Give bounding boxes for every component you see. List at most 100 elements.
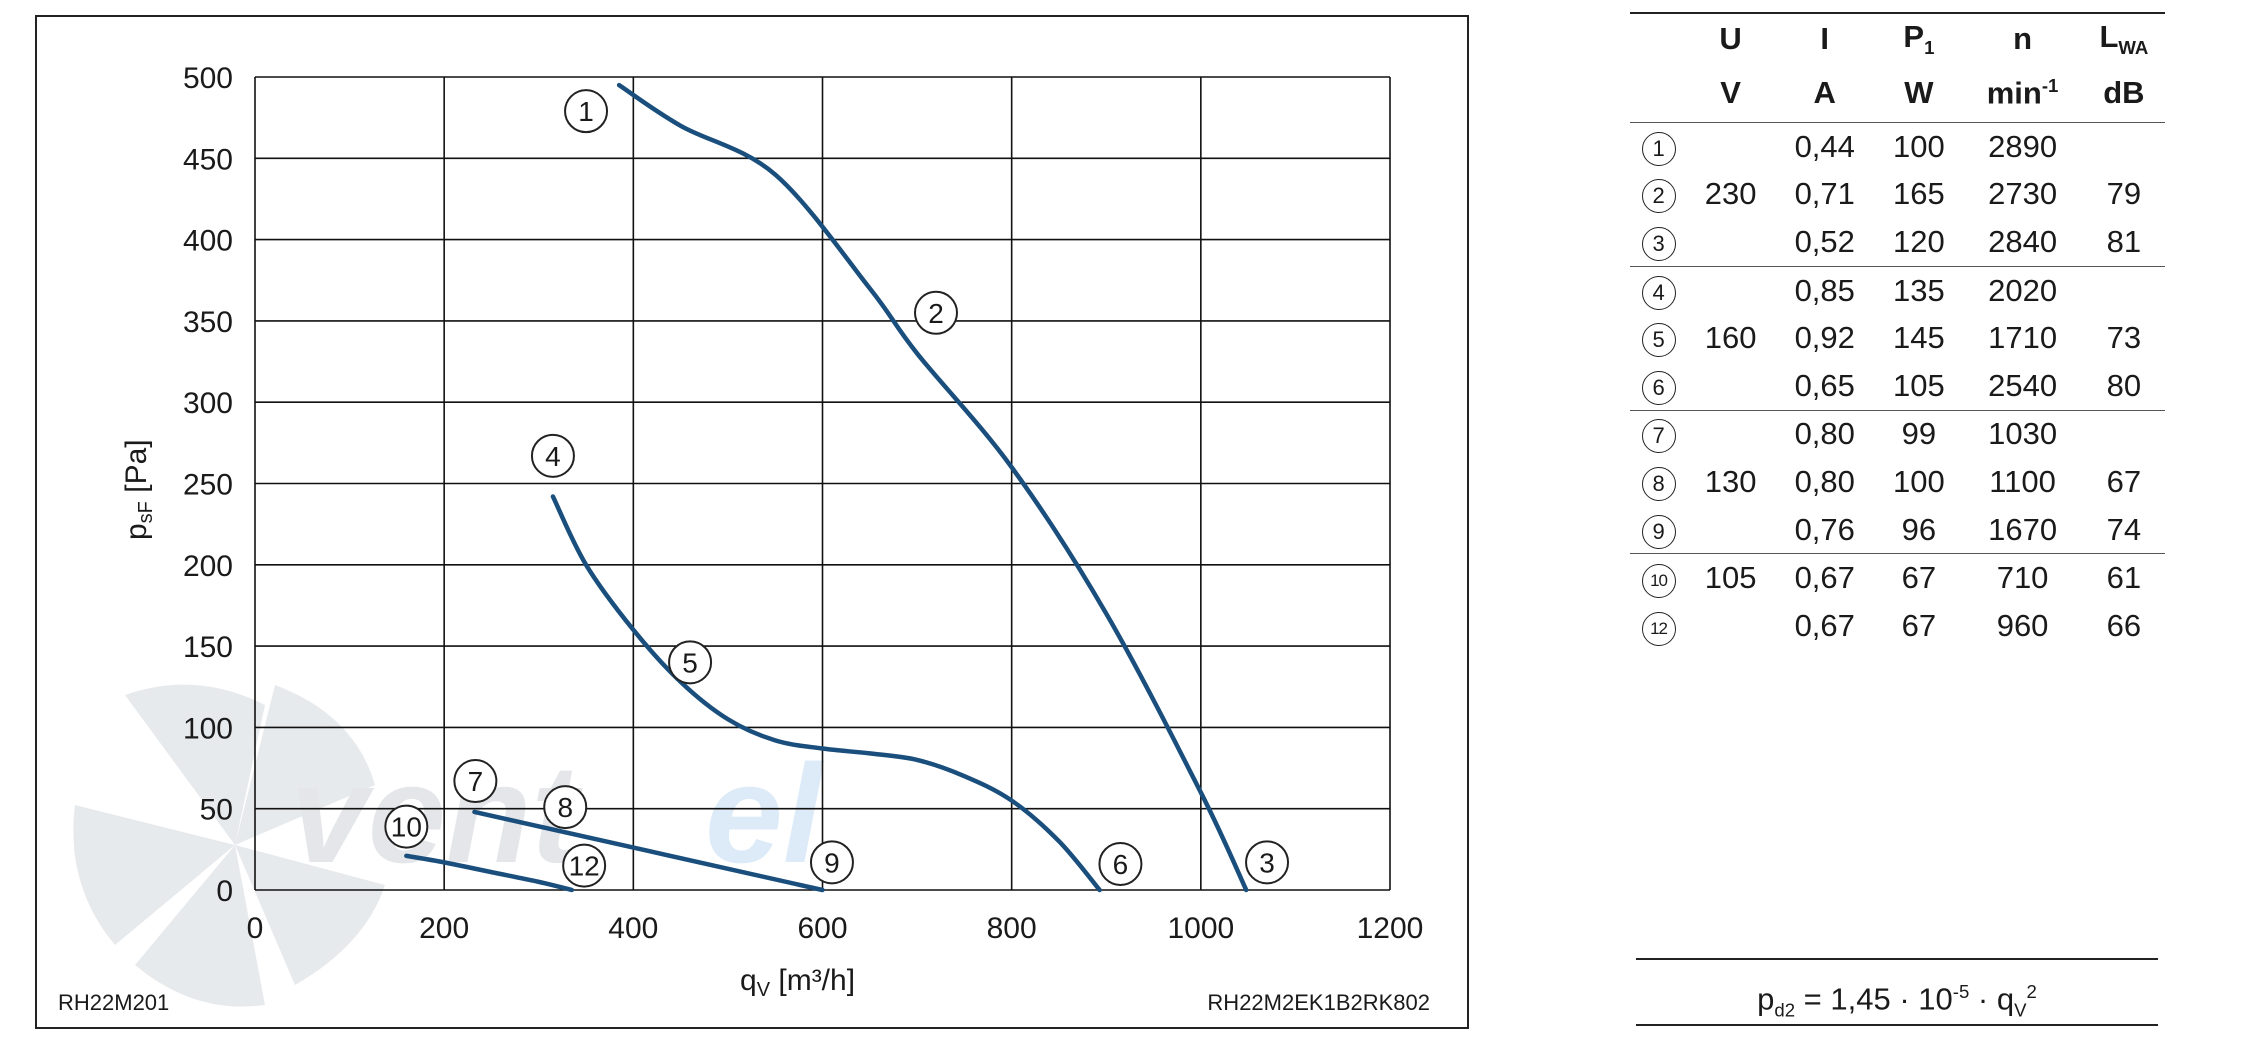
table-unit: dB xyxy=(2082,64,2165,123)
curve-marker-1: 1 xyxy=(564,89,609,134)
table-header: I xyxy=(1774,12,1876,64)
table-cell-noise: 66 xyxy=(2106,607,2142,643)
table-cell-voltage xyxy=(1687,218,1774,266)
table-cell-current: 0,65 xyxy=(1794,367,1855,403)
table-row: 12 0,67 67 960 66 xyxy=(1630,602,2165,650)
table-cell-power: 120 xyxy=(1893,223,1945,259)
x-tick-label: 1200 xyxy=(1357,912,1424,945)
x-tick-label: 600 xyxy=(797,912,847,945)
curve-marker-5: 5 xyxy=(668,640,713,685)
table-row-id: 1 xyxy=(1630,123,1687,171)
table-cell-speed: 1100 xyxy=(1989,463,2056,499)
table-row-id: 4 xyxy=(1630,265,1688,315)
curve-marker-7: 7 xyxy=(453,759,498,804)
table-row: 9 0,76 96 1670 74 xyxy=(1630,506,2165,554)
x-tick-label: 200 xyxy=(419,912,469,945)
curve-marker-3: 3 xyxy=(1245,840,1290,885)
svg-text:1: 1 xyxy=(578,96,594,127)
table-row: 1 0,44 100 2890 xyxy=(1630,123,2165,171)
y-axis-label: psF [Pa] xyxy=(120,439,157,540)
table-row: 8 130 0,80 100 1100 67 xyxy=(1630,458,2165,506)
table-cell-current: 0,92 xyxy=(1794,320,1855,356)
curve-marker-8: 8 xyxy=(543,785,588,830)
dynamic-pressure-formula: pd2 = 1,45 · 10-5 · qV2 xyxy=(1636,958,2158,1026)
table-cell-voltage xyxy=(1687,409,1775,459)
table-cell-power: 99 xyxy=(1875,409,1963,459)
table-cell-voltage: 160 xyxy=(1704,320,1757,356)
y-tick-label: 400 xyxy=(183,225,233,258)
table-row: 7 0,80 99 1030 xyxy=(1630,409,2165,459)
table-cell-noise xyxy=(2082,265,2165,315)
curve-marker-6: 6 xyxy=(1098,841,1143,886)
x-tick-label: 800 xyxy=(987,912,1037,945)
curve-4 xyxy=(404,853,575,893)
table-cell-current: 0,67 xyxy=(1794,607,1855,643)
table-cell-voltage xyxy=(1687,602,1774,650)
y-tick-label: 350 xyxy=(183,306,233,339)
curve-2 xyxy=(550,494,1102,893)
table-cell-current: 0,80 xyxy=(1774,409,1876,459)
table-cell-power: 100 xyxy=(1893,128,1945,164)
x-tick-label: 0 xyxy=(247,912,264,945)
svg-text:vent: vent xyxy=(290,735,583,892)
model-label-right: RH22M2EK1B2RK802 xyxy=(1207,990,1430,1015)
chart-frame xyxy=(35,15,1469,1029)
table-header: LWA xyxy=(2082,12,2165,64)
y-tick-label: 100 xyxy=(183,712,233,745)
y-tick-label: 250 xyxy=(183,469,233,502)
table-unit: V xyxy=(1687,64,1775,123)
table-cell-speed: 1710 xyxy=(1988,320,2058,356)
y-tick-label: 450 xyxy=(183,143,233,176)
svg-text:3: 3 xyxy=(1259,847,1275,878)
table-cell-current: 0,80 xyxy=(1794,463,1855,499)
table-cell-current: 0,52 xyxy=(1794,223,1855,259)
table-cell-current: 0,44 xyxy=(1794,128,1855,164)
svg-text:2: 2 xyxy=(928,298,944,329)
table-unit: W xyxy=(1875,64,1963,123)
table-row: 5 160 0,92 145 1710 73 xyxy=(1630,314,2165,362)
table-cell-power: 135 xyxy=(1875,265,1963,315)
table-cell-voltage: 230 xyxy=(1704,176,1757,212)
table-cell-speed: 710 xyxy=(1962,553,2083,602)
curve-marker-9: 9 xyxy=(809,840,854,885)
table-cell-current: 0,67 xyxy=(1774,553,1876,602)
table-row-id: 12 xyxy=(1630,602,1687,650)
x-tick-label: 400 xyxy=(608,912,658,945)
y-tick-label: 150 xyxy=(183,631,233,664)
svg-text:5: 5 xyxy=(682,647,698,678)
curve-3 xyxy=(472,809,825,893)
table-row-id: 2 xyxy=(1630,171,1687,219)
chart-grid xyxy=(254,76,1391,891)
table-cell-power: 145 xyxy=(1893,320,1945,356)
table-cell-speed: 2730 xyxy=(1988,176,2058,212)
y-tick-label: 50 xyxy=(200,794,233,827)
table-cell-noise: 73 xyxy=(2106,320,2142,356)
table-unit-blank xyxy=(1630,64,1688,123)
table-cell-noise: 61 xyxy=(2082,553,2165,602)
table-row: 4 0,85 135 2020 xyxy=(1630,265,2165,315)
table-cell-noise: 67 xyxy=(2106,463,2142,499)
table-unit: min-1 xyxy=(1962,64,2083,123)
table-cell-current: 0,71 xyxy=(1794,176,1855,212)
table-cell-power: 67 xyxy=(1875,553,1963,602)
table-cell-power: 165 xyxy=(1893,176,1945,212)
svg-text:7: 7 xyxy=(468,766,484,797)
curve-marker-10: 10 xyxy=(384,804,429,849)
table-cell-voltage xyxy=(1687,123,1774,171)
table-header: P1 xyxy=(1875,12,1963,64)
table-cell-speed: 1030 xyxy=(1962,409,2083,459)
curve-marker-12: 12 xyxy=(562,843,607,888)
y-tick-label: 500 xyxy=(183,62,233,95)
curve-marker-2: 2 xyxy=(914,290,958,335)
table-cell-noise: 81 xyxy=(2106,223,2142,259)
x-tick-label: 1000 xyxy=(1167,912,1234,945)
table-row-id: 8 xyxy=(1630,458,1687,506)
table-cell-speed: 2540 xyxy=(1988,367,2058,403)
table-cell-voltage xyxy=(1687,265,1775,315)
table-cell-noise: 80 xyxy=(2106,367,2142,403)
table-cell-noise: 74 xyxy=(2106,511,2142,547)
table-cell-voltage xyxy=(1687,362,1774,410)
table-cell-speed: 960 xyxy=(1996,607,2049,643)
